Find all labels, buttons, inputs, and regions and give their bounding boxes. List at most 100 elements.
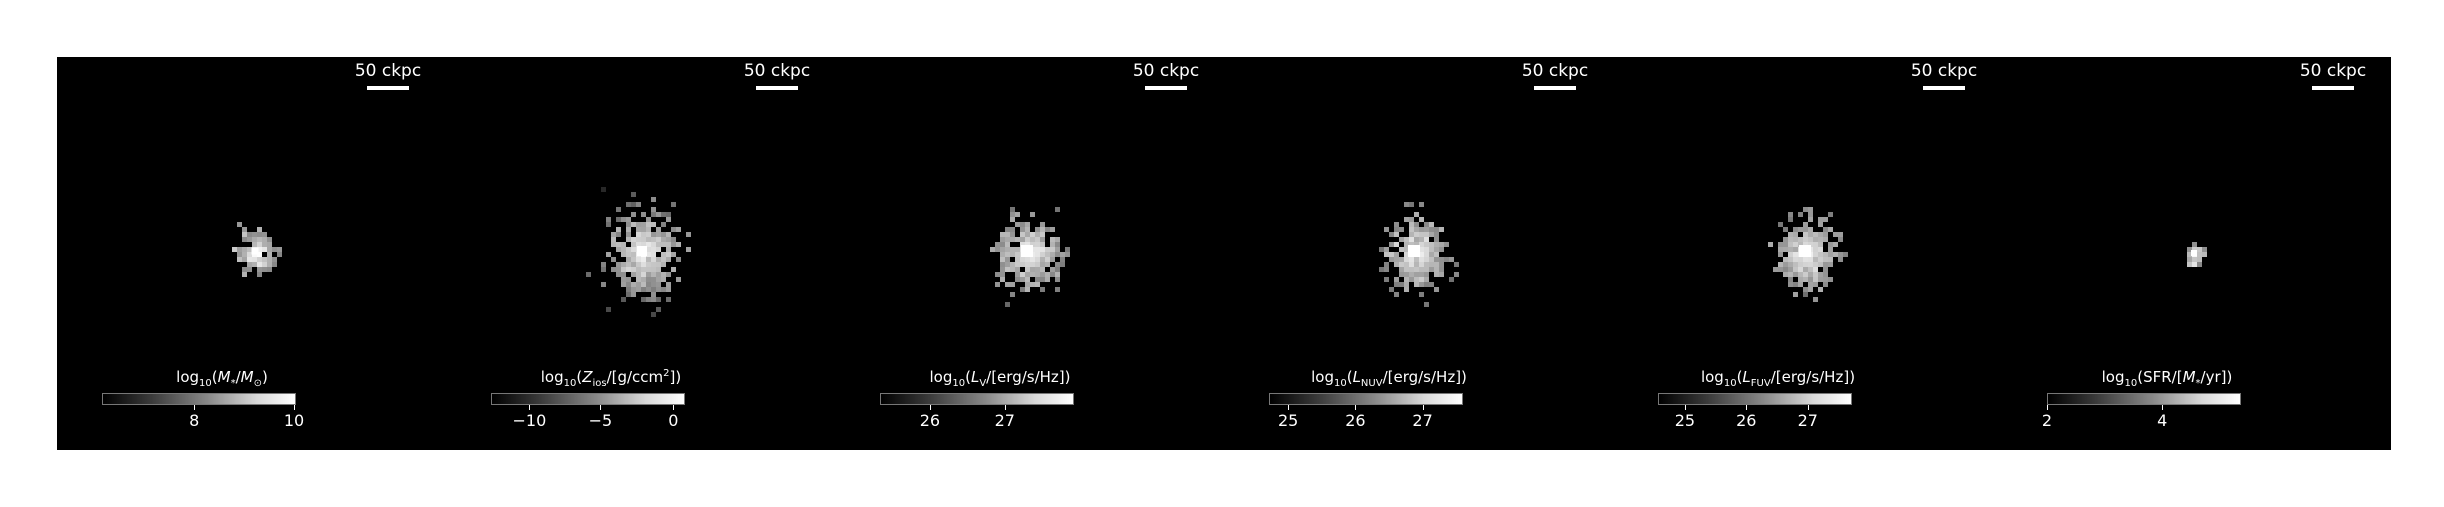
pixel [247,262,252,267]
pixel [1015,257,1020,262]
pixel [267,237,272,242]
pixel [252,242,257,247]
pixel [1040,267,1045,272]
pixel [1005,227,1010,232]
pixel [1439,242,1444,247]
colorbar [1269,393,1463,405]
pixel [646,232,651,237]
pixel [636,277,641,282]
pixel [646,262,651,267]
pixel [656,277,661,282]
colorbar-tick [194,405,196,410]
pixel [1010,282,1015,287]
pixel [1404,282,1409,287]
galaxy-core [1021,245,1033,257]
pixel [1025,227,1030,232]
pixel [1040,222,1045,227]
pixel [1424,267,1429,272]
pixel [267,252,272,257]
pixel [646,282,651,287]
pixel [616,242,621,247]
pixel [1005,302,1010,307]
pixel [666,297,671,302]
density-map [990,207,1070,307]
pixel [686,232,691,237]
pixel [661,232,666,237]
pixel [1414,212,1419,217]
pixel [1010,227,1015,232]
pixel [641,232,646,237]
pixel [636,202,641,207]
pixel [1793,262,1798,267]
pixel [631,252,636,257]
colorbar-tick-label: 2 [2041,411,2053,430]
pixel [1040,247,1045,252]
pixel [1000,257,1005,262]
pixel [1384,262,1389,267]
pixel [257,237,262,242]
pixel [661,272,666,277]
pixel [1020,222,1025,227]
pixel [606,222,611,227]
pixel [1394,257,1399,262]
pixel [1813,282,1818,287]
pixel [262,237,267,242]
pixel [247,257,252,262]
pixel [272,257,277,262]
pixel [1055,242,1060,247]
pixel [1050,257,1055,262]
pixel [1798,242,1803,247]
pixel [1419,257,1424,262]
colorbar-tick-label: −5 [588,411,613,430]
pixel [621,267,626,272]
pixel [1439,227,1444,232]
pixel [661,287,666,292]
pixel [1414,267,1419,272]
pixel [1424,252,1429,257]
pixel [1818,217,1823,222]
pixel [1060,252,1065,257]
pixel [1808,217,1813,222]
pixel [1389,287,1394,292]
pixel [636,272,641,277]
pixel [646,217,651,222]
pixel [242,272,247,277]
pixel [1379,267,1384,272]
pixel [1833,232,1838,237]
pixel [631,272,636,277]
pixel [1035,232,1040,237]
pixel [631,212,636,217]
pixel [1439,272,1444,277]
pixel [666,287,671,292]
pixel [1045,277,1050,282]
density-map [1379,202,1459,307]
pixel [257,242,262,247]
pixel [257,232,262,237]
pixel [1005,247,1010,252]
pixel [1434,262,1439,267]
pixel [1394,232,1399,237]
pixel [1788,277,1793,282]
pixel [247,252,252,257]
pixel [1813,262,1818,267]
pixel [1823,227,1828,232]
density-map [1768,207,1848,302]
pixel [1803,267,1808,272]
pixel [1005,257,1010,262]
pixel [651,237,656,242]
pixel [1444,257,1449,262]
pixel [631,282,636,287]
colorbar-label: log10(LV/[erg/s/Hz]) [929,368,1071,389]
pixel [676,257,681,262]
colorbar-tick-label: 4 [2157,411,2168,430]
pixel [631,237,636,242]
pixel [641,257,646,262]
pixel [1813,272,1818,277]
map-panel-4: 50 ckpc log10(LNUV/[erg/s/Hz]) 25 26 27 [1224,57,1613,450]
pixel [1000,237,1005,242]
pixel [1040,287,1045,292]
pixel [1035,227,1040,232]
pixel [2197,252,2202,257]
pixel [1394,262,1399,267]
pixel [995,272,1000,277]
